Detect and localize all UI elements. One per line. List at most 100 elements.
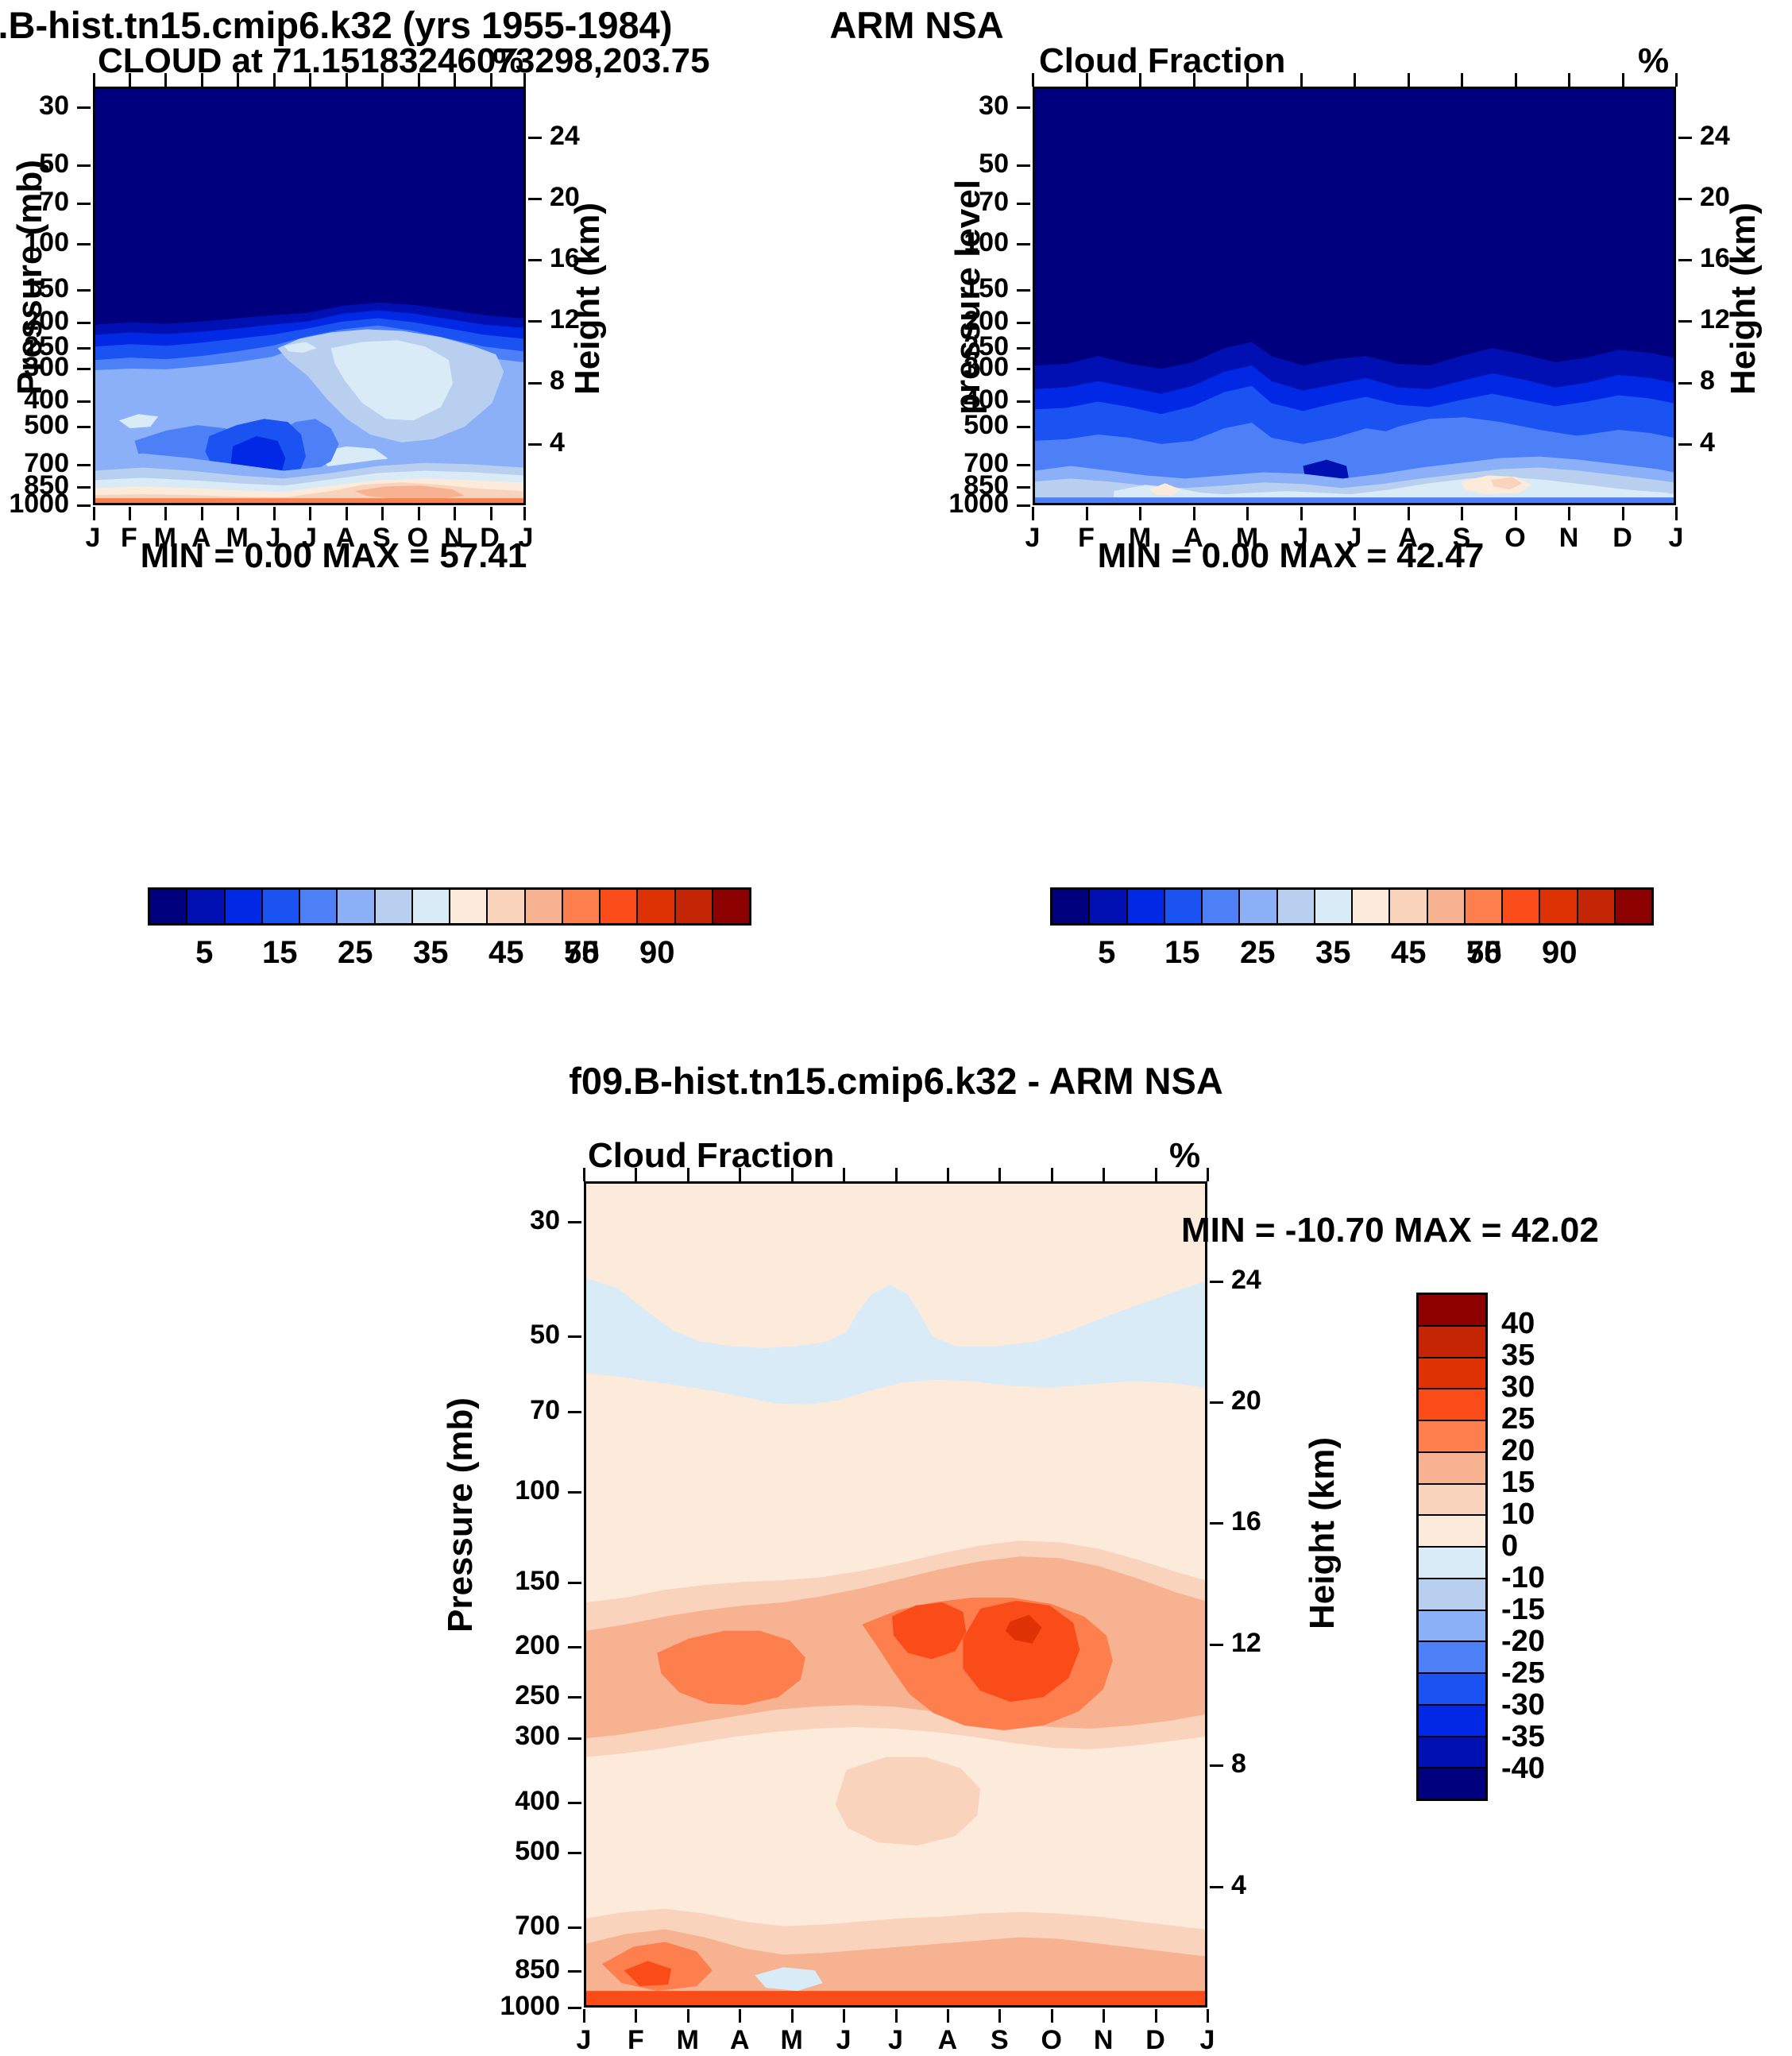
htick-24 <box>1678 136 1692 139</box>
colorbar-model[interactable] <box>148 887 751 926</box>
month-label-2: M <box>676 2025 699 2055</box>
colorbar-v-swatch-9[interactable] <box>1419 1579 1485 1611</box>
colorbar-v-swatch-8[interactable] <box>1419 1548 1485 1579</box>
xtick-top-0 <box>583 1168 585 1181</box>
colorbar-swatch-4[interactable] <box>1203 890 1241 923</box>
ylabel-1000: 1000 <box>500 1990 560 2021</box>
xtick-bot-9 <box>1514 507 1517 520</box>
colorbar-swatch-10[interactable] <box>1427 890 1466 923</box>
xtick-bot-8 <box>1461 507 1463 520</box>
xtick-top-10 <box>1103 1168 1106 1181</box>
colorbar-v-swatch-10[interactable] <box>1419 1610 1485 1643</box>
colorbar-v-swatch-12[interactable] <box>1419 1674 1485 1706</box>
panel-model-units: % <box>492 41 524 80</box>
colorbar-swatch-6[interactable] <box>375 890 413 923</box>
colorbar-swatch-12[interactable] <box>1503 890 1541 923</box>
colorbar-swatch-7[interactable] <box>412 890 450 923</box>
colorbar-swatch-15[interactable] <box>1615 890 1651 923</box>
month-label-3: A <box>1184 523 1203 553</box>
hlabel-8: 8 <box>1700 365 1715 396</box>
colorbar-v-label--20: -20 <box>1501 1625 1545 1658</box>
contour-plot-diff[interactable] <box>584 1181 1207 2008</box>
xtick-top-4 <box>1246 73 1249 87</box>
colorbar-swatch-12[interactable] <box>601 890 639 923</box>
colorbar-label-70: 70 <box>1466 935 1502 970</box>
month-label-0: J <box>576 2025 592 2055</box>
colorbar-v-swatch-11[interactable] <box>1419 1642 1485 1674</box>
colorbar-v-swatch-5[interactable] <box>1419 1452 1485 1485</box>
panel-model-subtitle: CLOUD at 71.15183246073298,203.75 <box>98 41 710 80</box>
colorbar-v-swatch-15[interactable] <box>1419 1768 1485 1799</box>
ylabel-250: 250 <box>24 330 69 361</box>
colorbar-label-25: 25 <box>1240 935 1276 970</box>
colorbar-swatch-4[interactable] <box>300 890 338 923</box>
colorbar-swatch-7[interactable] <box>1315 890 1353 923</box>
xtick-top-7 <box>1407 73 1410 87</box>
colorbar-swatch-15[interactable] <box>713 890 749 923</box>
month-label-7: A <box>335 523 356 553</box>
ylabel-250: 250 <box>964 330 1009 361</box>
panel-diff-title: f09.B-hist.tn15.cmip6.k32 - ARM NSA <box>569 1060 1223 1102</box>
htick-16 <box>528 259 542 262</box>
colorbar-swatch-14[interactable] <box>675 890 713 923</box>
colorbar-v-swatch-14[interactable] <box>1419 1737 1485 1769</box>
colorbar-v-swatch-2[interactable] <box>1419 1358 1485 1390</box>
colorbar-swatch-14[interactable] <box>1578 890 1616 923</box>
month-label-3: A <box>729 2025 750 2055</box>
htick-8 <box>1678 381 1692 385</box>
colorbar-v-label-25: 25 <box>1501 1402 1535 1436</box>
colorbar-swatch-11[interactable] <box>1465 890 1503 923</box>
xtick-bot-0 <box>1032 507 1034 520</box>
colorbar-swatch-1[interactable] <box>1090 890 1128 923</box>
colorbar-swatch-13[interactable] <box>638 890 676 923</box>
colorbar-v-swatch-1[interactable] <box>1419 1326 1485 1358</box>
colorbar-swatch-5[interactable] <box>338 890 376 923</box>
panel-obs-subtitle: Cloud Fraction <box>1039 41 1286 80</box>
contour-plot-model[interactable] <box>93 87 526 505</box>
contour-plot-obs[interactable] <box>1033 87 1676 505</box>
hlabel-12: 12 <box>1231 1627 1261 1658</box>
colorbar-v-swatch-0[interactable] <box>1419 1295 1485 1327</box>
ytick-250 <box>1017 346 1030 350</box>
colorbar-swatch-3[interactable] <box>1164 890 1203 923</box>
hlabel-20: 20 <box>550 181 580 212</box>
htick-8 <box>528 381 542 385</box>
colorbar-v-swatch-6[interactable] <box>1419 1484 1485 1517</box>
colorbar-swatch-8[interactable] <box>450 890 489 923</box>
month-label-11: D <box>480 523 500 553</box>
colorbar-v-swatch-4[interactable] <box>1419 1421 1485 1453</box>
colorbar-swatch-9[interactable] <box>488 890 526 923</box>
colorbar-swatch-9[interactable] <box>1390 890 1428 923</box>
colorbar-swatch-11[interactable] <box>562 890 601 923</box>
colorbar-swatch-8[interactable] <box>1353 890 1391 923</box>
colorbar-v-swatch-13[interactable] <box>1419 1705 1485 1737</box>
ylabel-70: 70 <box>39 187 69 217</box>
colorbar-swatch-13[interactable] <box>1540 890 1578 923</box>
colorbar-swatch-2[interactable] <box>225 890 263 923</box>
colorbar-swatch-5[interactable] <box>1240 890 1278 923</box>
hlabel-4: 4 <box>1700 427 1715 458</box>
xtick-top-8 <box>1461 73 1463 87</box>
colorbar-label-25: 25 <box>338 935 373 970</box>
month-label-9: O <box>1504 523 1526 553</box>
month-label-6: J <box>888 2025 903 2055</box>
ylabel-30: 30 <box>979 90 1009 121</box>
colorbar-diff[interactable] <box>1416 1293 1488 1801</box>
colorbar-obs[interactable] <box>1050 887 1654 926</box>
colorbar-swatch-6[interactable] <box>1277 890 1315 923</box>
ylabel-150: 150 <box>515 1566 560 1597</box>
colorbar-swatch-0[interactable] <box>150 890 188 923</box>
colorbar-v-label-20: 20 <box>1501 1434 1535 1467</box>
colorbar-swatch-10[interactable] <box>525 890 563 923</box>
panel-model-minmax: MIN = 0.00 MAX = 57.41 <box>140 536 527 575</box>
colorbar-swatch-3[interactable] <box>262 890 300 923</box>
colorbar-swatch-1[interactable] <box>187 890 226 923</box>
hlabel-4: 4 <box>1231 1869 1246 1900</box>
xtick-bot-9 <box>1050 2009 1053 2023</box>
xtick-top-10 <box>1568 73 1570 87</box>
colorbar-v-swatch-7[interactable] <box>1419 1516 1485 1548</box>
colorbar-v-swatch-3[interactable] <box>1419 1389 1485 1421</box>
xtick-top-11 <box>1621 73 1624 87</box>
colorbar-swatch-0[interactable] <box>1052 890 1091 923</box>
colorbar-swatch-2[interactable] <box>1127 890 1165 923</box>
